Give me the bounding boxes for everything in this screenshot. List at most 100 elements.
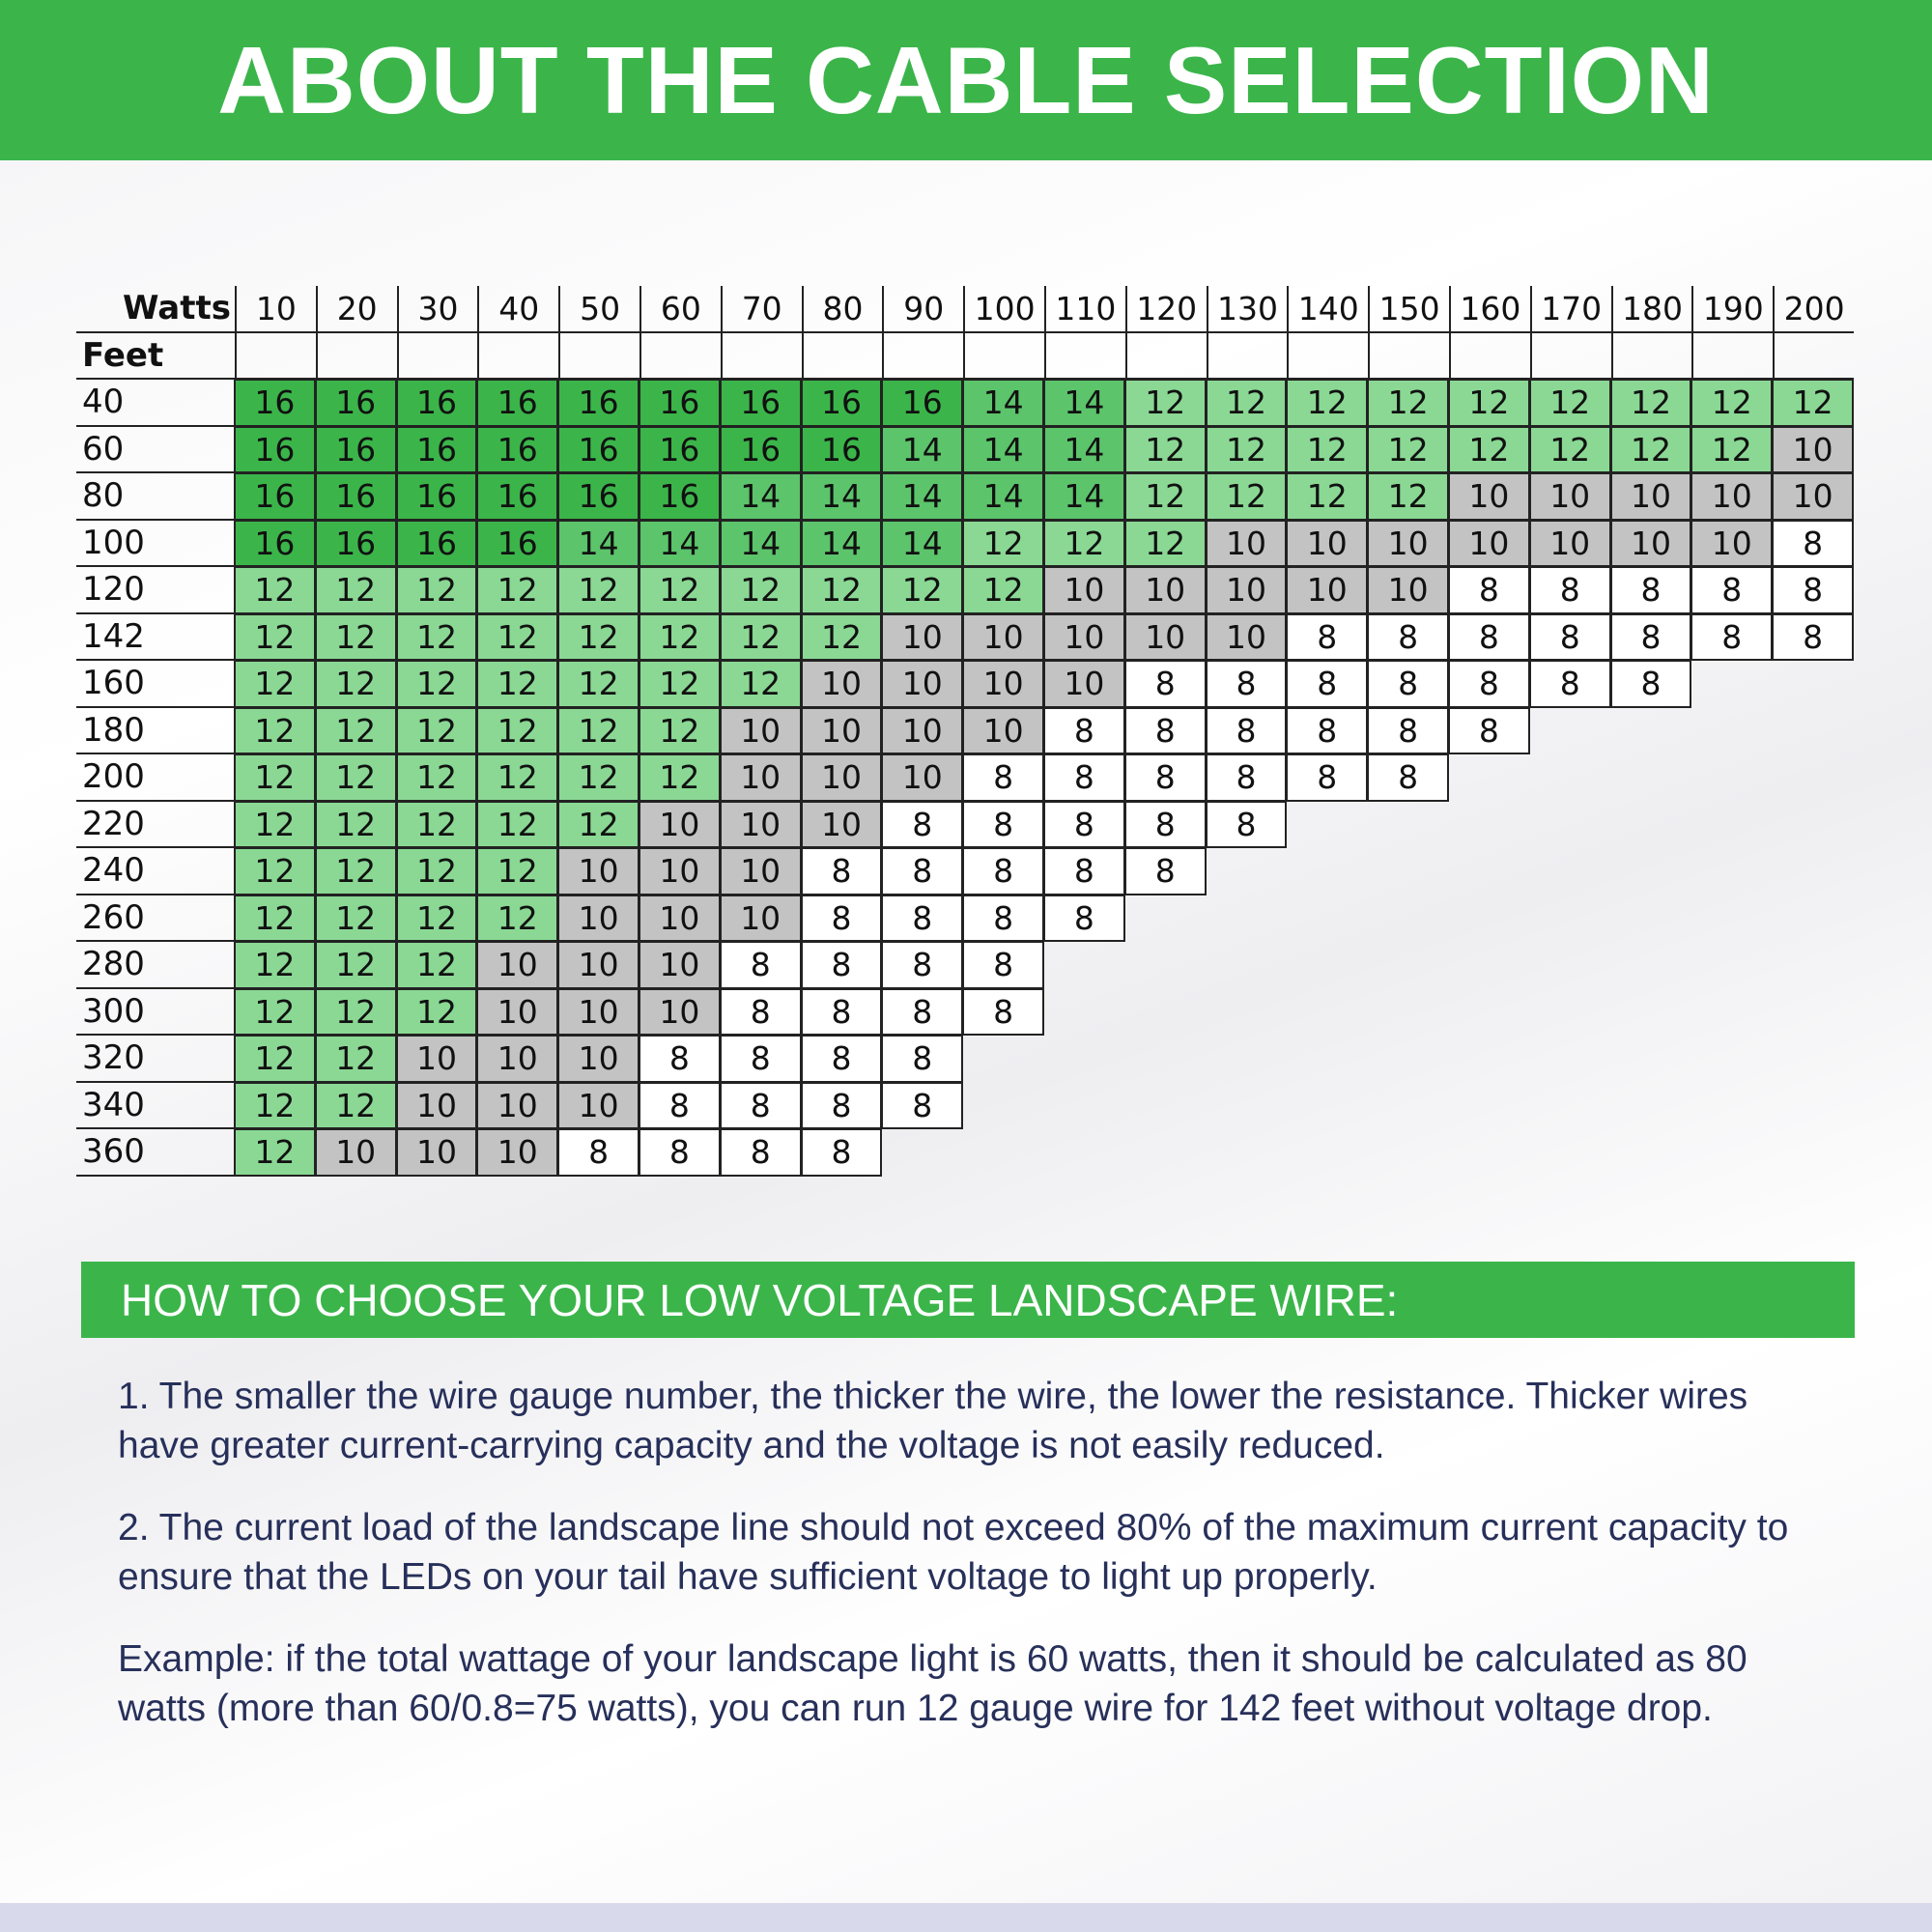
gauge-cell: 10 xyxy=(1205,566,1288,614)
feet-label: 60 xyxy=(76,427,235,473)
gauge-cell: 14 xyxy=(800,519,883,567)
gauge-cell: 8 xyxy=(800,941,883,989)
gauge-cell: 12 xyxy=(1123,519,1207,567)
gauge-cell: 10 xyxy=(719,706,802,754)
gauge-cell: 12 xyxy=(234,987,316,1036)
gauge-cell: 14 xyxy=(639,519,721,567)
gauge-cell: 8 xyxy=(1043,894,1125,942)
empty-cell xyxy=(1691,332,1774,380)
gauge-cell: 12 xyxy=(395,660,478,708)
gauge-cell: 12 xyxy=(1123,472,1207,521)
gauge-cell: 12 xyxy=(719,612,802,661)
gauge-cell: 8 xyxy=(1772,612,1854,661)
gauge-cell: 10 xyxy=(314,1128,397,1177)
empty-cell xyxy=(1044,332,1125,380)
gauge-cell: 8 xyxy=(1043,847,1125,895)
gauge-cell: 12 xyxy=(314,1035,397,1083)
gauge-cell: 12 xyxy=(557,566,639,614)
empty-cell xyxy=(1206,332,1288,380)
gauge-cell: 16 xyxy=(719,425,802,473)
gauge-cell: 12 xyxy=(234,706,316,754)
gauge-cell: 10 xyxy=(881,612,964,661)
gauge-cell: 16 xyxy=(639,379,721,427)
empty-cell xyxy=(1287,332,1369,380)
gauge-cell: 10 xyxy=(1690,519,1774,567)
gauge-cell: 16 xyxy=(719,379,802,427)
gauge-cell: 8 xyxy=(1609,660,1692,708)
gauge-table: Watts Feet 10 20 30 40 50 60 70 80 90 100 110 120 130 1… xyxy=(76,286,1854,1177)
gauge-cell: 8 xyxy=(1448,660,1530,708)
gauge-cell: 12 xyxy=(719,660,802,708)
gauge-cell: 8 xyxy=(1123,753,1207,802)
gauge-cell: 8 xyxy=(1286,753,1369,802)
gauge-cell: 16 xyxy=(314,425,397,473)
gauge-cell: 10 xyxy=(1367,519,1449,567)
gauge-cell: 10 xyxy=(1609,472,1692,521)
watts-header: 10 xyxy=(235,286,316,333)
gauge-cell: 14 xyxy=(1043,425,1125,473)
gauge-cell: 8 xyxy=(1123,660,1207,708)
feet-label: 300 xyxy=(76,989,235,1036)
gauge-cell: 8 xyxy=(719,941,802,989)
gauge-cell: 8 xyxy=(881,847,964,895)
gauge-cell: 8 xyxy=(962,847,1044,895)
gauge-cell: 12 xyxy=(234,800,316,848)
watts-header: 50 xyxy=(558,286,639,333)
gauge-cell: 12 xyxy=(395,847,478,895)
empty-cell xyxy=(558,332,639,380)
empty-cell xyxy=(1610,332,1692,380)
gauge-cell: 8 xyxy=(1286,660,1369,708)
gauge-cell: 12 xyxy=(881,566,964,614)
gauge-cell: 12 xyxy=(395,800,478,848)
gauge-cell: 16 xyxy=(314,472,397,521)
guide-paragraph: Example: if the total wattage of your la… xyxy=(118,1638,1747,1729)
gauge-cell: 12 xyxy=(639,753,721,802)
watts-header: 190 xyxy=(1691,286,1774,333)
empty-cell xyxy=(235,332,316,380)
gauge-cell: 12 xyxy=(234,753,316,802)
watts-header: 90 xyxy=(882,286,964,333)
gauge-cell: 8 xyxy=(1528,660,1611,708)
watts-header: 120 xyxy=(1124,286,1207,333)
gauge-cell: 10 xyxy=(1043,612,1125,661)
watts-header: 60 xyxy=(639,286,721,333)
gauge-cell: 10 xyxy=(557,894,639,942)
empty-cell xyxy=(477,332,559,380)
gauge-cell: 16 xyxy=(395,379,478,427)
gauge-cell: 12 xyxy=(1528,425,1611,473)
gauge-cell: 12 xyxy=(639,566,721,614)
gauge-cell: 8 xyxy=(1043,800,1125,848)
title: ABOUT THE CABLE SELECTION xyxy=(217,26,1715,133)
gauge-cell: 8 xyxy=(800,1035,883,1083)
gauge-cell: 12 xyxy=(476,894,559,942)
gauge-cell: 14 xyxy=(557,519,639,567)
gauge-cell: 8 xyxy=(1528,566,1611,614)
gauge-cell: 12 xyxy=(1772,379,1854,427)
gauge-cell: 8 xyxy=(1123,800,1207,848)
watts-header: 70 xyxy=(720,286,802,333)
gauge-cell: 8 xyxy=(881,941,964,989)
gauge-cell: 8 xyxy=(1448,706,1530,754)
empty-cell xyxy=(1773,332,1854,380)
feet-label: 40 xyxy=(76,380,235,427)
empty-cell xyxy=(396,332,478,380)
gauge-cell: 12 xyxy=(314,941,397,989)
gauge-cell: 8 xyxy=(881,800,964,848)
gauge-cell: 10 xyxy=(557,941,639,989)
watts-header: 160 xyxy=(1449,286,1530,333)
gauge-cell: 12 xyxy=(476,566,559,614)
gauge-cell: 12 xyxy=(314,566,397,614)
gauge-cell: 10 xyxy=(476,987,559,1036)
gauge-cell: 10 xyxy=(962,612,1044,661)
feet-label: 340 xyxy=(76,1083,235,1129)
gauge-cell: 12 xyxy=(1123,425,1207,473)
empty-cell xyxy=(639,332,721,380)
gauge-cell: 10 xyxy=(395,1081,478,1129)
gauge-cell: 10 xyxy=(476,1081,559,1129)
gauge-cell: 16 xyxy=(639,425,721,473)
gauge-cell: 12 xyxy=(395,987,478,1036)
gauge-cell: 12 xyxy=(1286,379,1369,427)
gauge-cell: 10 xyxy=(557,847,639,895)
gauge-cell: 12 xyxy=(1205,379,1288,427)
gauge-cell: 8 xyxy=(1205,753,1288,802)
